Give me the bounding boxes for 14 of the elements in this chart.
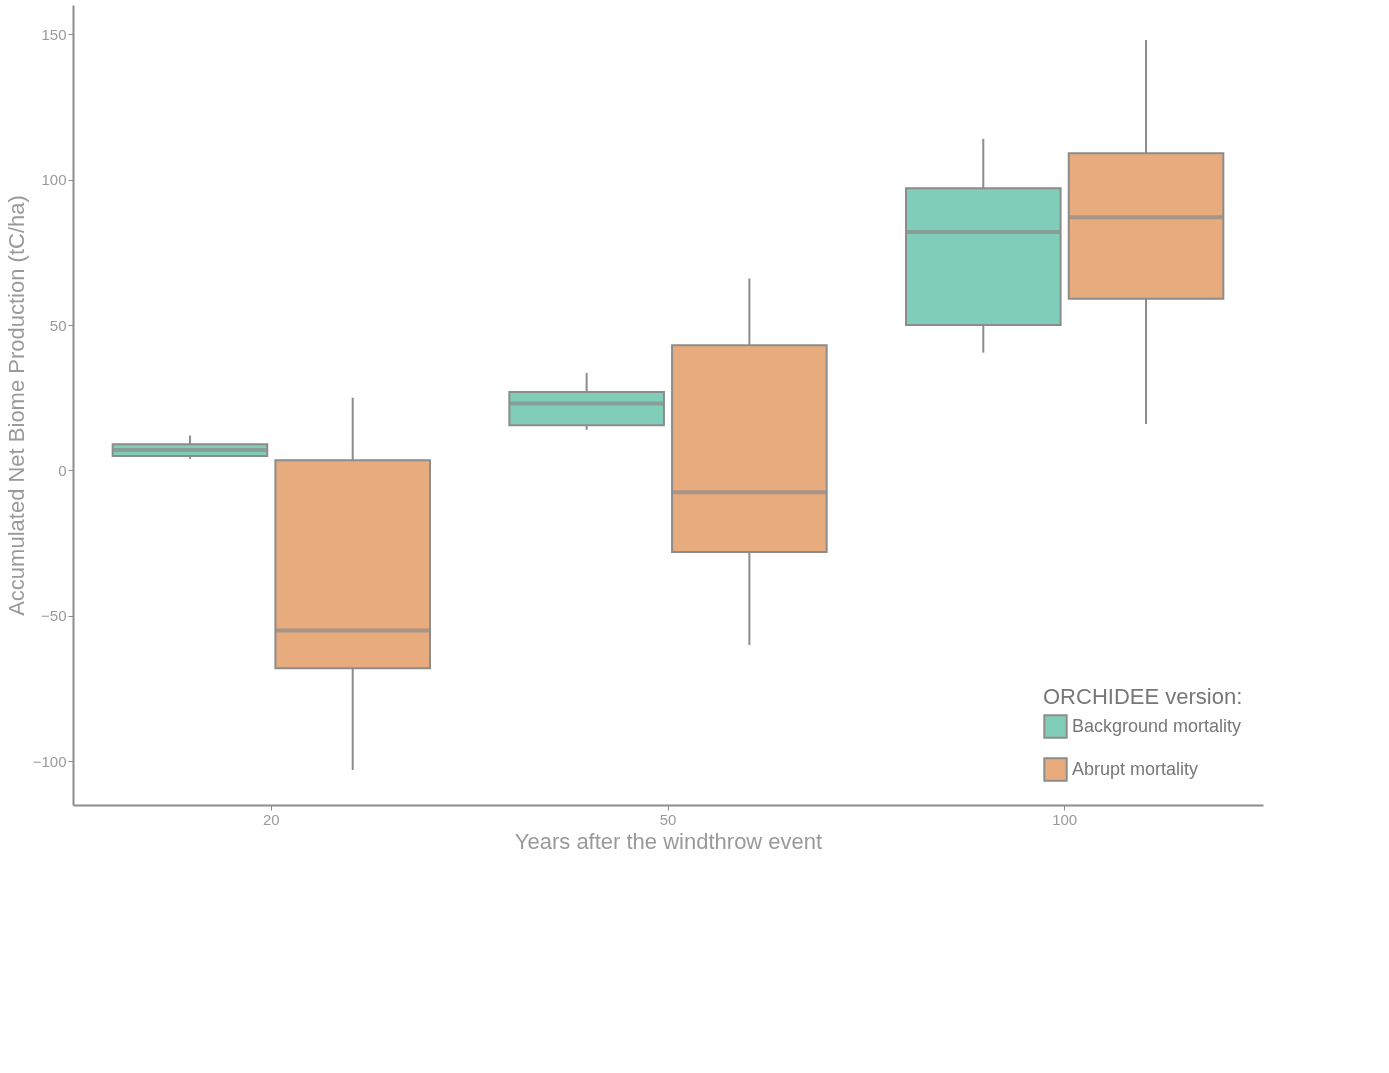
y-tick-label: −50 [41,607,67,625]
y-tick-label: 50 [49,316,67,334]
y-tick-label: −100 [32,752,67,770]
legend-label: Abrupt mortality [1072,758,1199,779]
x-tick-label: 20 [262,810,280,828]
y-tick-label: 150 [41,25,67,43]
legend-label: Background mortality [1072,715,1242,736]
y-tick-label: 0 [58,461,67,479]
x-tick-label: 50 [659,810,677,828]
x-tick-label: 100 [1052,810,1078,828]
y-tick-label: 100 [41,171,67,189]
legend-title: ORCHIDEE version: [1043,684,1243,709]
y-axis-title: Accumulated Net Biome Production (tC/ha) [3,195,29,616]
x-axis-title: Years after the windthrow event [514,828,823,854]
